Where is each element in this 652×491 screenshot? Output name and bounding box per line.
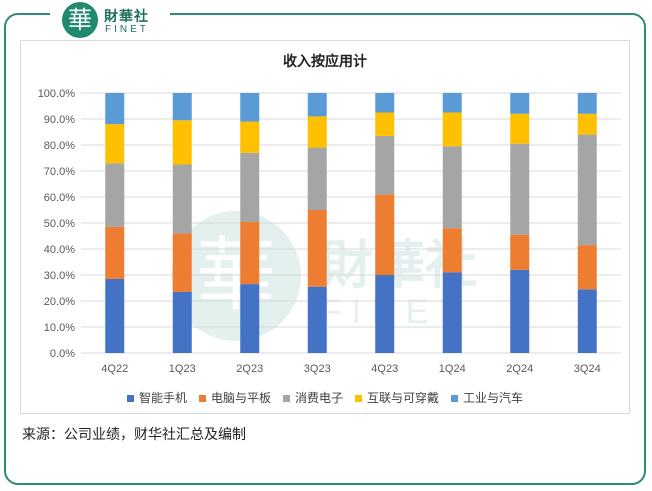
- brand-name-en: FINET: [105, 24, 149, 35]
- x-tick-label: 1Q24: [439, 363, 466, 375]
- bar-segment: [105, 278, 125, 353]
- legend-label: 消费电子: [294, 391, 343, 405]
- legend-swatch: [451, 395, 459, 402]
- bar-segment: [577, 93, 597, 114]
- legend-label: 互联与可穿戴: [367, 391, 440, 405]
- x-tick-label: 2Q23: [236, 363, 263, 375]
- x-tick-label: 4Q23: [371, 363, 398, 375]
- brand-logo: 華 財華社 FINET: [50, 0, 170, 40]
- bar-segment: [442, 272, 462, 353]
- bar-segment: [510, 234, 530, 270]
- bar-segment: [442, 146, 462, 229]
- bar-segment: [307, 210, 327, 287]
- chart-plot: 0.0% 10.0% 20.0% 30.0% 40.0% 50.0% 60.0% 70.0% 8…: [38, 88, 621, 375]
- legend-item: 智能手机: [126, 389, 187, 406]
- bar-segment: [577, 134, 597, 246]
- bar-segment: [240, 221, 260, 285]
- legend-swatch: [126, 395, 134, 402]
- bar-segment: [307, 116, 327, 148]
- bar-segment: [172, 120, 192, 165]
- brand-name-cn: 財華社: [104, 9, 149, 25]
- bar-segment: [240, 152, 260, 222]
- bar-segment: [375, 135, 395, 195]
- bar-segment: [375, 112, 395, 136]
- bar-segment: [375, 93, 395, 113]
- bar-segment: [240, 284, 260, 353]
- y-tick-label: 60.0%: [44, 192, 75, 204]
- bar-segment: [105, 163, 125, 227]
- x-tick-label: 3Q23: [304, 363, 331, 375]
- bar-segment: [105, 226, 125, 279]
- x-tick-label: 3Q24: [574, 363, 601, 375]
- chart-title: 收入按应用计: [283, 54, 367, 70]
- bar-segment: [442, 228, 462, 273]
- bar-segment: [577, 289, 597, 353]
- bar-segment: [510, 143, 530, 235]
- x-tick-label: 2Q24: [506, 363, 533, 375]
- bar-segment: [375, 275, 395, 353]
- bar-segment: [307, 93, 327, 117]
- legend-swatch: [198, 395, 206, 402]
- y-tick-label: 70.0%: [44, 166, 75, 178]
- y-tick-label: 100.0%: [38, 88, 76, 100]
- y-tick-label: 10.0%: [44, 322, 75, 334]
- legend-swatch: [355, 395, 362, 402]
- bar-segment: [172, 291, 192, 353]
- bar-segment: [172, 93, 192, 121]
- bar-segment: [307, 147, 327, 210]
- source-note: 来源：公司业绩，财华社汇总及编制: [22, 427, 246, 443]
- y-tick-label: 0.0%: [50, 348, 75, 360]
- y-tick-label: 90.0%: [44, 114, 75, 126]
- bar-segment: [105, 93, 125, 125]
- y-tick-label: 50.0%: [44, 218, 75, 230]
- y-tick-label: 40.0%: [44, 244, 75, 256]
- legend-item: 工业与汽车: [451, 389, 523, 406]
- bar-segment: [172, 233, 192, 292]
- legend-item: 消费电子: [282, 389, 343, 406]
- x-tick-label: 4Q22: [101, 363, 128, 375]
- y-tick-label: 80.0%: [44, 140, 75, 152]
- bar-segment: [510, 269, 530, 353]
- legend-item: 互联与可穿戴: [355, 389, 439, 406]
- legend-item: 电脑与平板: [198, 389, 271, 406]
- bar-segment: [577, 113, 597, 135]
- chart-container: 收入按应用计 華 財華社 FINET 0.0% 10.0% 20.0% 30.0% 40…: [20, 40, 630, 414]
- legend-label: 工业与汽车: [463, 391, 524, 405]
- bar-segment: [240, 93, 260, 122]
- bar-segment: [510, 93, 530, 114]
- bar-segment: [240, 121, 260, 153]
- x-tick-label: 1Q23: [169, 363, 196, 375]
- chart-legend: 智能手机 电脑与平板 消费电子 互联与可穿戴 工业与汽车: [21, 389, 629, 406]
- brand-seal-icon: 華: [62, 2, 98, 38]
- bar-segment: [442, 93, 462, 113]
- y-tick-label: 20.0%: [44, 296, 75, 308]
- bar-segment: [510, 113, 530, 144]
- legend-label: 智能手机: [138, 391, 187, 405]
- bar-segment: [442, 112, 462, 147]
- bar-segment: [375, 194, 395, 275]
- bar-segment: [577, 245, 597, 290]
- legend-swatch: [282, 395, 290, 402]
- y-tick-label: 30.0%: [44, 270, 75, 282]
- bar-segment: [105, 124, 125, 164]
- bar-segment: [172, 164, 192, 234]
- legend-label: 电脑与平板: [210, 391, 271, 405]
- bar-segment: [307, 286, 327, 353]
